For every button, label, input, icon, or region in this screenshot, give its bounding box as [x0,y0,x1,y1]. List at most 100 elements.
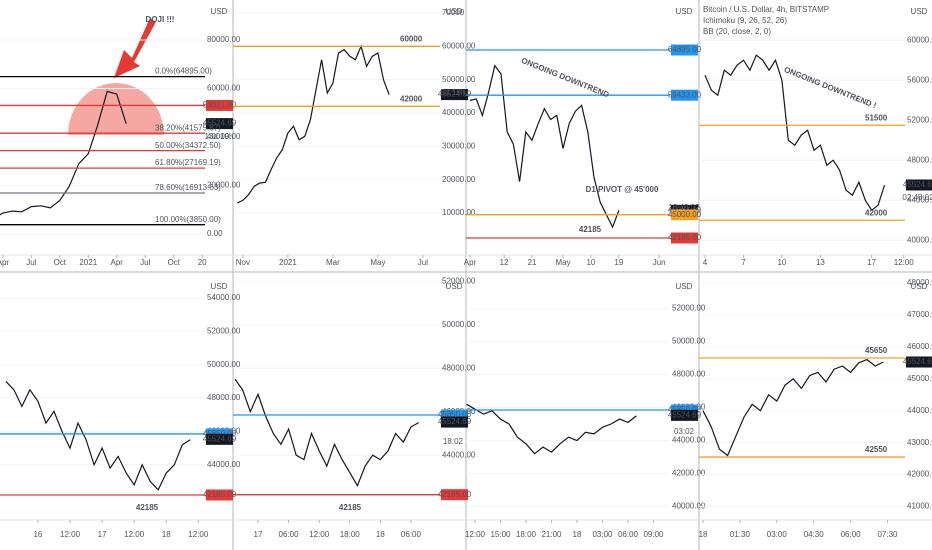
x-tick-label: Apr [0,258,9,267]
annotation: Bitcoin / U.S. Dollar, 4h, BITSTAMP [703,5,829,14]
panel [0,297,205,496]
x-tick-label: May [555,258,570,267]
y-tick-label: 40000.00 [442,108,476,117]
fib-label: 100.00%(3850.00) [155,215,221,224]
price-line [0,90,127,216]
fib-label: 78.60%(16913.63) [155,183,221,192]
x-tick-label: 15:00 [490,530,511,539]
price-tag-label: 45524.69 [903,357,932,366]
y-tick-label: 48000.00 [442,363,476,372]
y-tick-label: 42000.00 [907,470,932,479]
x-tick-label: Jul [418,258,428,267]
x-tick-label: Apr [111,258,124,267]
y-tick-label: 44000.00 [672,436,706,445]
x-tick-label: 12:00 [894,258,915,267]
x-tick-label: 10 [777,258,786,267]
level-label: 42000 [865,208,888,217]
y-tick-label: 43000.00 [907,438,932,447]
x-tick-label: May [370,258,385,267]
x-tick-label: 20 [198,258,207,267]
x-tick-label: 4 [703,258,708,267]
x-tick-label: 10 [586,258,595,267]
x-tick-label: 2021 [79,258,97,267]
y-tick-label: 40000.00 [907,235,932,244]
unit-label: USD [446,7,463,16]
price-line [469,64,620,229]
y-tick-label: 40000.00 [672,502,706,511]
price-tag-label: 45850.00 [438,410,472,419]
y-tick-label: 52000.00 [672,304,706,313]
price-tag-label: 45000.00 [668,210,702,219]
price-tag-label: 45524.69 [903,180,932,189]
price-tag [441,416,468,428]
price-tag-label: 64895.00 [668,45,702,54]
x-tick-label: 18:00 [340,530,361,539]
x-tick-label: 12:00 [60,530,81,539]
x-tick-label: 06:00 [279,530,300,539]
annotation: BB (20, close, 2, 0) [703,27,771,36]
x-tick-label: 06:00 [841,530,862,539]
x-tick-label: 06:00 [401,530,422,539]
level-label: 60000 [400,34,423,43]
price-line [704,54,886,212]
x-tick-label: 18 [573,530,582,539]
panel [233,12,440,214]
y-tick-label: 50000.00 [442,75,476,84]
price-tag [206,99,233,111]
x-tick-label: 12:00 [188,530,209,539]
annotation: 5d 19h [441,88,465,97]
panel [699,39,905,241]
x-tick-label: Jul [26,258,36,267]
y-tick-label: 40000.00 [207,132,241,141]
x-tick-label: 16 [33,530,42,539]
price-tag-label: 45524.69 [203,119,237,128]
price-tag-label: 45524.69 [438,90,472,99]
x-tick-label: 12:00 [124,530,145,539]
annotation: DOJI !!! [146,15,175,24]
price-tag-label: 45850.00 [668,405,702,414]
x-tick-label: 12 [500,258,509,267]
y-tick-label: 41000.00 [907,502,932,511]
x-tick-label: 17 [98,530,107,539]
price-tag [906,179,932,191]
y-tick-label: 56000.00 [907,75,932,84]
y-tick-label: 44000.00 [907,195,932,204]
y-tick-label: 50000.00 [672,337,706,346]
panel [466,308,670,508]
x-tick-label: Nov [236,258,250,267]
price-line [237,44,390,204]
price-tag [206,118,233,130]
y-tick-label: 45000.00 [907,374,932,383]
unit-label: USD [446,282,463,291]
unit-label: USD [911,7,928,16]
panel [233,280,440,496]
y-tick-label: 47000.00 [907,310,932,319]
annotation: 02:48:02 [902,193,932,202]
x-tick-label: 12:00 [465,530,486,539]
unit-label: USD [676,282,693,291]
level-label: 45650 [865,346,888,355]
x-tick-label: Apr [464,258,477,267]
price-tag-label: 45524.69 [438,417,472,426]
price-tag-label: 42185.00 [203,490,237,499]
price-tag-label: 53021.00 [203,101,237,110]
x-tick-label: 04:30 [804,530,825,539]
y-tick-label: 46000.00 [907,342,932,351]
y-tick-label: 48000.00 [207,393,241,402]
y-tick-label: 52000.00 [907,115,932,124]
unit-label: USD [911,282,928,291]
x-tick-label: 18 [376,530,385,539]
price-tag [671,89,698,101]
fib-label: 50.00%(34372.50) [155,141,221,150]
x-tick-label: 21:00 [541,530,562,539]
price-tag [671,44,698,56]
y-tick-label: 54000.00 [207,293,241,302]
price-tag-label: 42185.00 [668,233,702,242]
charts: 0.00 20000.00 40000.00 60000.00 80000.00 Apr J… [0,5,932,539]
annotation: 42185 [579,225,602,234]
price-tag [671,209,698,221]
x-tick-label: 13 [816,258,825,267]
fib-label: 38.20%(41575.87) [155,123,221,132]
price-tag [206,489,233,501]
